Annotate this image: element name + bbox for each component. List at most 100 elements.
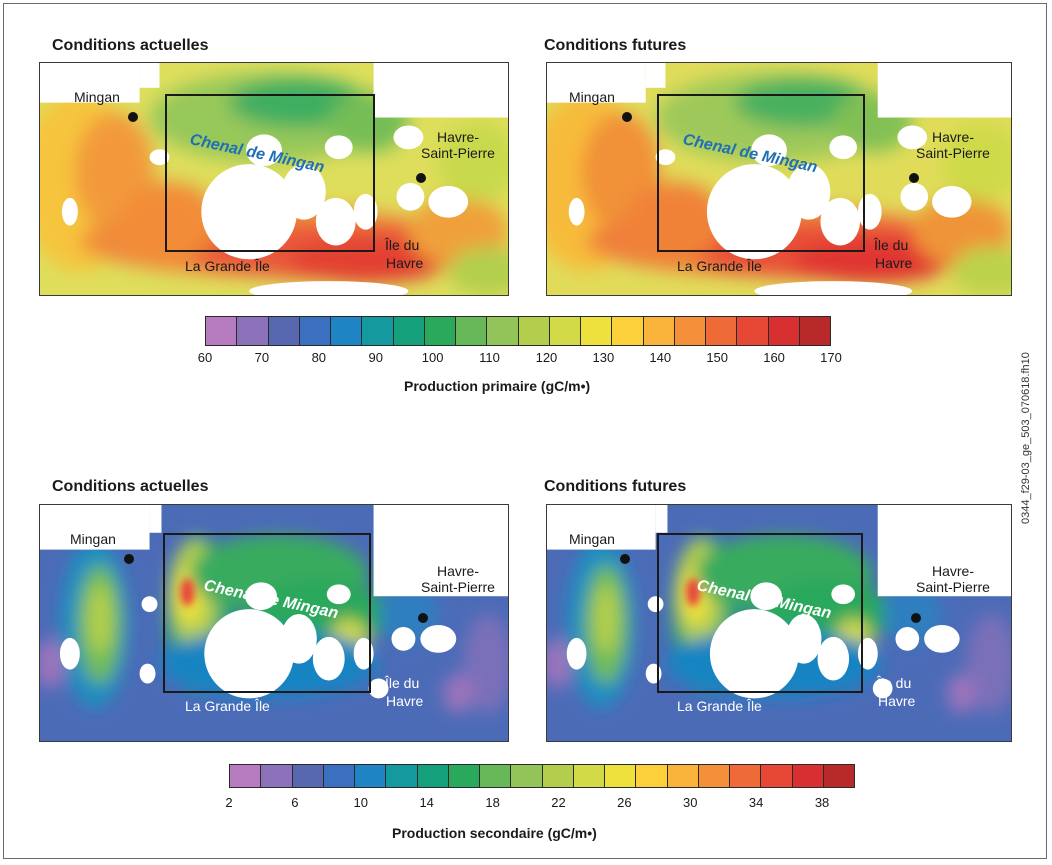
label-mingan: Mingan [569,531,615,547]
label-havre-1: Havre- [436,129,479,145]
colorbar-swatch [761,765,793,787]
map-secondary-current: Mingan Havre- Saint-Pierre Chenal de Min… [39,504,509,742]
label-grande-ile: La Grande Île [677,258,762,274]
colorbar-swatch [237,317,269,345]
label-havre: Havre [386,255,424,271]
colorbar-swatch [386,765,418,787]
colorbar-tick-label: 38 [814,795,830,810]
mingan-marker [622,112,632,122]
colorbar-tick-label: 22 [551,795,566,810]
colorbar-swatch [768,317,800,345]
colorbar-secondary-title: Production secondaire (gC/m•) [392,825,597,841]
label-havre-2: Saint-Pierre [916,579,990,595]
colorbar-swatch [487,317,519,345]
colorbar-swatch [643,317,675,345]
colorbar-tick-label: 18 [485,795,500,810]
colorbar-tick-label: 14 [419,795,434,810]
map-primary-future: Mingan Havre- Saint-Pierre Chenal de Min… [546,62,1012,296]
heatmap-secondary-future [547,505,1011,741]
colorbar-secondary [229,764,855,788]
label-grande-ile: La Grande Île [677,698,762,714]
map-primary-current: Mingan Havre- Saint-Pierre Chenal de Min… [39,62,509,296]
label-havre-2: Saint-Pierre [916,145,990,161]
label-havre-1: Havre- [436,563,479,579]
colorbar-swatch [331,317,363,345]
colorbar-swatch [230,765,262,787]
colorbar-swatch [518,317,550,345]
colorbar-tick-label: 80 [311,350,327,365]
figure-id: 0344_f29-03_ge_503_070618.fh10 [1020,352,1032,524]
havre-saint-pierre-marker [909,173,919,183]
label-havre: Havre [878,693,916,709]
colorbar-swatch [424,317,456,345]
colorbar-tick-label: 90 [368,350,383,365]
colorbar-tick-label: 34 [748,795,764,810]
label-mingan: Mingan [74,89,120,105]
colorbar-swatch [456,317,488,345]
colorbar-swatch [362,317,394,345]
mingan-marker [620,554,630,564]
colorbar-swatch [511,765,543,787]
colorbar-swatch [605,765,637,787]
colorbar-tick-label: 70 [254,350,270,365]
colorbar-tick-label: 170 [820,350,842,365]
colorbar-tick-label: 140 [649,350,672,365]
colorbar-swatch [823,765,854,787]
heatmap-secondary-current [40,505,508,741]
colorbar-swatch [636,765,668,787]
label-mingan: Mingan [569,89,615,105]
colorbar-swatch [792,765,824,787]
colorbar-swatch [549,317,581,345]
colorbar-swatch [448,765,480,787]
colorbar-primary [205,316,831,346]
colorbar-tick-label: 120 [535,350,558,365]
label-ile-du: Île du [385,675,420,691]
panel-title-primary-current: Conditions actuelles [52,37,209,54]
study-area-frame [165,94,375,252]
label-ile-du: Île du [874,237,909,253]
heatmap-primary-current [40,63,508,295]
colorbar-tick-label: 130 [592,350,615,365]
study-area-frame [657,94,865,252]
colorbar-swatch [730,765,762,787]
colorbar-tick-label: 150 [706,350,729,365]
colorbar-swatch [737,317,769,345]
figure-frame: Conditions actuelles Conditions futures [3,3,1047,859]
colorbar-swatch [674,317,706,345]
label-grande-ile: La Grande Île [185,258,270,274]
havre-saint-pierre-marker [911,613,921,623]
colorbar-primary-title: Production primaire (gC/m•) [404,378,591,394]
colorbar-tick-label: 60 [197,350,213,365]
colorbar-swatch [698,765,730,787]
panel-title-secondary-current: Conditions actuelles [52,478,209,495]
colorbar-swatch [323,765,355,787]
colorbar-swatch [480,765,512,787]
colorbar-tick-label: 30 [683,795,698,810]
colorbar-swatch [417,765,449,787]
colorbar-swatch [299,317,331,345]
label-havre: Havre [386,693,424,709]
colorbar-swatch [581,317,613,345]
colorbar-swatch [706,317,738,345]
colorbar-swatch [573,765,605,787]
label-havre: Havre [875,255,913,271]
colorbar-swatch [393,317,425,345]
label-havre-2: Saint-Pierre [421,579,495,595]
colorbar-swatch [667,765,699,787]
label-havre-1: Havre- [931,129,974,145]
heatmap-primary-future [547,63,1011,295]
colorbar-swatch [355,765,387,787]
label-ile-du: Île du [877,675,912,691]
colorbar-swatch [206,317,238,345]
colorbar-tick-label: 160 [763,350,785,365]
panel-title-secondary-future: Conditions futures [544,478,687,495]
label-havre-2: Saint-Pierre [421,145,495,161]
colorbar-swatch [612,317,644,345]
colorbar-tick-label: 100 [421,350,444,365]
label-ile-du: Île du [385,237,420,253]
colorbar-tick-label: 26 [617,795,632,810]
colorbar-swatch [292,765,324,787]
label-grande-ile: La Grande Île [185,698,270,714]
mingan-marker [124,554,134,564]
label-mingan: Mingan [70,531,116,547]
